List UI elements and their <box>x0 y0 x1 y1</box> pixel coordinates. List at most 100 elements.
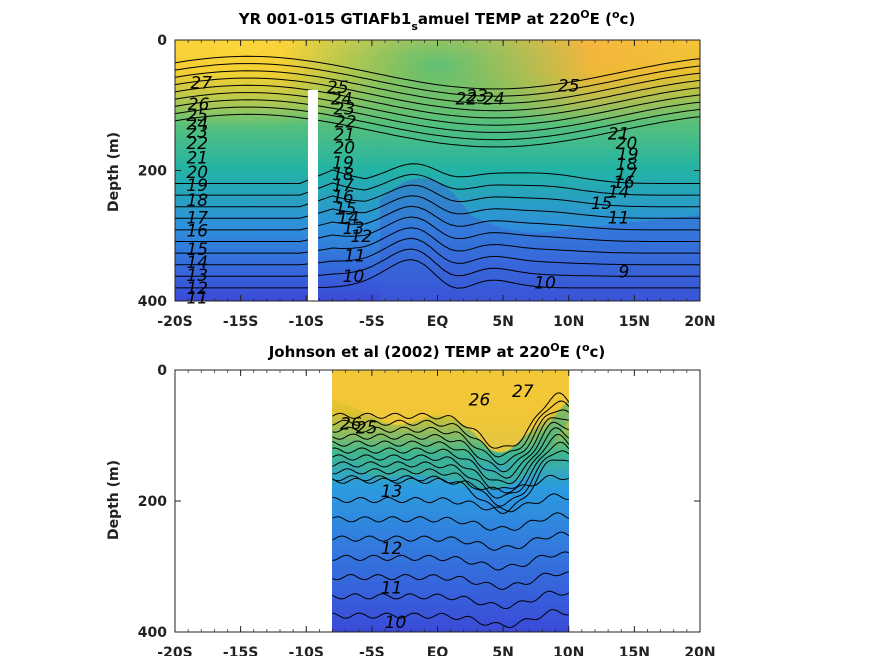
panel-1-field <box>175 40 700 301</box>
contour-label: 13 <box>381 482 403 502</box>
contour-label: 26 <box>340 415 362 435</box>
contour-line <box>175 248 700 277</box>
contour-label: 21 <box>608 124 630 144</box>
contour-label: 25 <box>186 106 208 126</box>
contour-label: 12 <box>186 279 208 299</box>
contour-label: 18 <box>332 165 354 185</box>
contour-label: 18 <box>616 155 638 175</box>
panel-1: YR 001-015 GTIAFb1samuel TEMP at 220OE (… <box>106 8 716 330</box>
contour-label: 17 <box>332 176 354 196</box>
x-tick-label: EQ <box>427 645 449 656</box>
contour-label: 24 <box>186 115 208 135</box>
contour-label: 11 <box>344 246 366 266</box>
contour-label: 27 <box>190 73 212 93</box>
contour-label: 17 <box>186 208 208 228</box>
contour-line <box>175 173 700 196</box>
x-tick-label: -10S <box>289 645 324 656</box>
contour-label: 21 <box>186 148 208 168</box>
x-tick-label: 15N <box>619 645 650 656</box>
x-tick-label: -15S <box>223 314 258 330</box>
contour-line <box>332 433 569 490</box>
contour-label: 19 <box>617 145 639 165</box>
x-tick-label: 20N <box>684 645 715 656</box>
contour-label: 26 <box>188 95 210 115</box>
contour-line <box>332 459 569 515</box>
panel-2-field <box>332 370 569 632</box>
contour-label: 22 <box>186 134 208 154</box>
contour-line <box>332 427 569 485</box>
contour-label: 16 <box>332 188 354 208</box>
contour-line <box>175 237 700 266</box>
panel-2-title: Johnson et al (2002) TEMP at 220OE (oc) <box>268 341 606 361</box>
contour-label: 23 <box>466 86 488 106</box>
contour-line <box>332 551 569 571</box>
contour-label: 11 <box>608 208 630 228</box>
contour-line <box>175 259 700 289</box>
x-tick-label: 5N <box>492 314 513 330</box>
y-tick-label: 400 <box>138 294 167 310</box>
contour-label: 19 <box>332 154 354 174</box>
contour-label: 25 <box>327 78 349 98</box>
contour-label: 21 <box>333 126 355 146</box>
contour-line <box>175 195 700 219</box>
contour-line <box>175 227 700 254</box>
contour-label: 25 <box>356 419 378 439</box>
y-tick-label: 200 <box>138 164 167 180</box>
contour-line <box>332 531 569 551</box>
contour-line <box>175 216 700 242</box>
panel-1-title: YR 001-015 GTIAFb1samuel TEMP at 220OE (… <box>238 8 636 33</box>
contour-label: 14 <box>608 182 630 202</box>
contour-label: 13 <box>186 266 208 286</box>
panel-2-axes: -20S -15S -10S -5S EQ 5N 10N 15N 20N 0 200 400 <box>138 363 716 656</box>
panel-1-contour-labels: 2726252423222120191817161514131211252423… <box>186 73 638 308</box>
contour-label: 10 <box>385 613 407 633</box>
contour-label: 24 <box>483 90 505 110</box>
contour-label: 12 <box>381 539 403 559</box>
contour-label: 22 <box>456 90 478 110</box>
contour-label: 14 <box>186 253 208 273</box>
contour-label: 24 <box>331 90 353 110</box>
contour-label: 16 <box>613 173 635 193</box>
x-tick-label: 10N <box>553 645 584 656</box>
y-tick-label: 0 <box>157 363 167 379</box>
panel-1-axes: -20S -15S -10S -5S EQ 5N 10N 15N 20N 0 200 400 <box>138 33 716 330</box>
contour-label: 25 <box>558 77 580 97</box>
contour-line <box>332 571 569 590</box>
contour-line <box>332 421 569 479</box>
contour-line <box>332 450 569 507</box>
contour-label: 15 <box>335 199 357 219</box>
panel-2: Johnson et al (2002) TEMP at 220OE (oc) … <box>106 341 716 656</box>
contour-label: 16 <box>186 222 208 242</box>
contour-line <box>175 63 700 97</box>
contour-line <box>332 512 569 531</box>
contour-line <box>175 77 700 112</box>
x-tick-label: 10N <box>553 314 584 330</box>
contour-line <box>332 392 569 449</box>
contour-line <box>175 106 700 141</box>
contour-label: 14 <box>337 208 359 228</box>
contour-label: 18 <box>186 191 208 211</box>
contour-label: 15 <box>186 240 208 260</box>
contour-label: 27 <box>512 382 534 402</box>
contour-line <box>175 55 700 90</box>
x-tick-label: -10S <box>289 314 324 330</box>
x-tick-label: -20S <box>157 314 192 330</box>
contour-line <box>175 84 700 119</box>
panel-2-contour-lines <box>332 392 569 629</box>
x-tick-label: -5S <box>359 645 385 656</box>
x-tick-label: -20S <box>157 645 192 656</box>
contour-line <box>175 113 700 148</box>
contour-label: 13 <box>343 219 365 239</box>
contour-line <box>332 409 569 466</box>
x-tick-label: 20N <box>684 314 715 330</box>
contour-label: 9 <box>618 263 629 283</box>
contour-label: 20 <box>186 163 208 183</box>
contour-line <box>332 417 569 473</box>
panel-1-ylabel: Depth (m) <box>106 132 122 212</box>
contour-line <box>332 493 569 513</box>
y-tick-label: 400 <box>138 625 167 641</box>
contour-line <box>175 70 700 104</box>
y-tick-label: 0 <box>157 33 167 49</box>
